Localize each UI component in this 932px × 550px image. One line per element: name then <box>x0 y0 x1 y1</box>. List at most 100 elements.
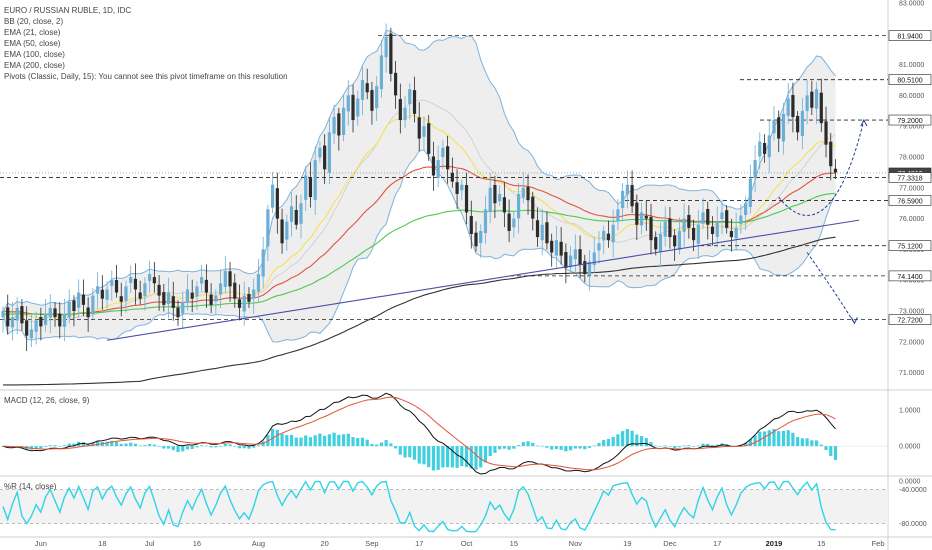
bollinger-basis <box>2 99 836 323</box>
ema100-line <box>3 192 836 315</box>
macd-histogram-bar <box>677 446 681 448</box>
indicator-ema200[interactable]: EMA (200, close) <box>4 61 65 70</box>
indicator-pivots[interactable]: Pivots (Classic, Daily, 15): You cannot … <box>4 72 288 81</box>
candle-up <box>143 283 147 297</box>
candle-up <box>313 160 317 200</box>
candle-up <box>242 295 246 312</box>
macd-histogram-bar <box>710 445 715 447</box>
x-tick-label: Sep <box>365 539 378 548</box>
candle-down <box>469 216 473 234</box>
macd-histogram-bar <box>781 430 786 447</box>
candle-up <box>408 89 412 105</box>
indicator-ema50[interactable]: EMA (50, close) <box>4 39 61 48</box>
price-label-box <box>888 74 932 85</box>
candle-up <box>332 116 336 134</box>
macd-histogram-bar <box>247 446 251 449</box>
candle-up <box>62 314 67 327</box>
macd-histogram-bar <box>341 434 346 447</box>
x-tick-label: 15 <box>510 539 518 548</box>
candle-down <box>100 289 104 299</box>
candle-down <box>233 282 237 299</box>
macd-histogram-bar <box>559 446 563 450</box>
arrow-head <box>850 317 858 325</box>
macd-histogram-bar <box>550 446 554 450</box>
macd-histogram-bar <box>332 432 336 447</box>
wr-title[interactable]: %R (14, close) <box>4 482 57 491</box>
macd-histogram-bar <box>535 445 540 447</box>
candle-up <box>105 289 109 300</box>
macd-histogram-bar <box>545 446 549 448</box>
macd-title[interactable]: MACD (12, 26, close, 9) <box>4 396 90 405</box>
macd-histogram-bar <box>446 446 450 468</box>
candle-down <box>280 219 284 244</box>
y-tick-label: 76.0000 <box>899 216 924 223</box>
candle-up <box>341 107 346 135</box>
indicator-bb[interactable]: BB (20, close, 2) <box>4 17 64 26</box>
macd-histogram-bar <box>687 445 691 447</box>
x-tick-label: Dec <box>663 539 677 548</box>
candle-down <box>412 90 417 114</box>
candle-up <box>356 98 360 117</box>
macd-histogram-bar <box>658 446 663 447</box>
macd-histogram-bar <box>157 446 161 447</box>
candle-down <box>190 292 194 299</box>
macd-histogram-bar <box>488 446 492 457</box>
price-label-box <box>888 30 932 41</box>
macd-histogram-bar <box>223 444 227 447</box>
price-label-text: 72.7200 <box>897 318 922 325</box>
macd-histogram-bar <box>569 446 573 451</box>
macd-histogram-bar <box>460 446 464 467</box>
candle-up <box>621 190 625 209</box>
y-tick-label: 81.0000 <box>899 62 924 69</box>
candle-up <box>753 160 757 179</box>
price-label-text: 81.9400 <box>897 34 922 41</box>
arrow-head <box>860 118 868 127</box>
macd-histogram-bar <box>365 439 369 447</box>
price-label-text: 79.2000 <box>897 118 922 125</box>
candle-up <box>67 301 71 318</box>
candle-up <box>772 120 776 134</box>
price-label-box <box>888 114 932 126</box>
ema200-line <box>3 236 836 386</box>
indicator-ema100[interactable]: EMA (100, close) <box>4 50 65 59</box>
trendline <box>106 219 860 341</box>
candle-down <box>526 187 530 201</box>
ema50-line <box>2 165 836 316</box>
candle-up <box>1 311 5 318</box>
macd-histogram-bar <box>379 442 383 447</box>
candle-down <box>559 241 563 256</box>
candle-down <box>550 240 554 253</box>
macd-histogram-bar <box>531 442 535 447</box>
indicator-ema21[interactable]: EMA (21, close) <box>4 28 61 37</box>
candle-up <box>554 240 559 256</box>
macd-histogram-bar <box>148 444 152 447</box>
macd-histogram-bar <box>744 442 748 447</box>
macd-histogram-bar <box>507 446 511 450</box>
macd-histogram-bar <box>611 436 615 447</box>
candle-up <box>720 212 724 220</box>
symbol-title: EURO / RUSSIAN RUBLE, 1D, IDC <box>4 6 132 15</box>
macd-histogram-bar <box>403 446 407 458</box>
price-label-box <box>888 195 932 206</box>
x-tick-label: 16 <box>193 539 201 548</box>
price-label-box <box>888 270 932 282</box>
macd-histogram-bar <box>644 438 648 447</box>
candle-down <box>710 226 715 234</box>
candle-down <box>308 177 313 198</box>
x-tick-label: Jul <box>145 539 155 548</box>
macd-histogram-bar <box>554 446 559 450</box>
macd-histogram-bar <box>592 445 596 447</box>
y-tick-label: 83.0000 <box>899 1 924 8</box>
candle-down <box>583 261 587 275</box>
macd-histogram-bar <box>360 437 365 447</box>
candle-down <box>228 271 232 287</box>
macd-histogram-bar <box>748 439 752 447</box>
macd-histogram-bar <box>384 440 388 447</box>
macd-histogram-bar <box>346 433 350 447</box>
macd-histogram-bar <box>469 446 473 469</box>
macd-histogram-bar <box>275 429 279 447</box>
macd-histogram-bar <box>767 430 771 447</box>
candle-down <box>176 307 180 318</box>
macd-histogram-bar <box>43 446 48 447</box>
